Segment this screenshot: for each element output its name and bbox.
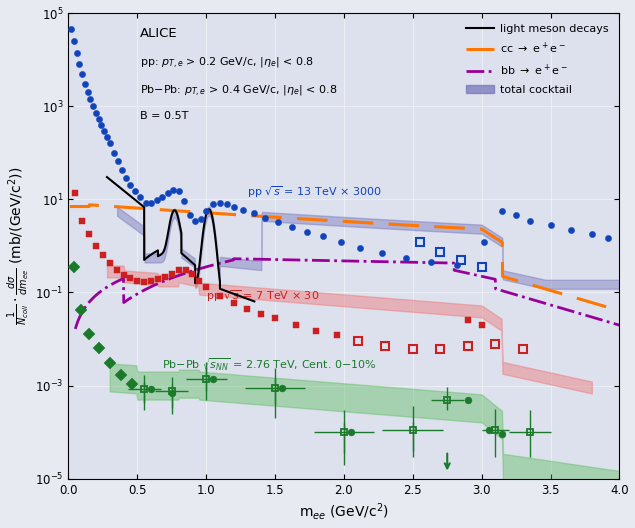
- Text: ALICE: ALICE: [140, 27, 178, 40]
- X-axis label: m$_{ee}$ (GeV/c$^2$): m$_{ee}$ (GeV/c$^2$): [299, 501, 389, 522]
- Text: pp $\sqrt{s}$ = 7 TeV $\times$ 30: pp $\sqrt{s}$ = 7 TeV $\times$ 30: [206, 289, 319, 304]
- Y-axis label: $\frac{1}{N_{coll}} \cdot \frac{d\sigma}{dm_{ee}}$ (mb/(GeV/c$^2$)): $\frac{1}{N_{coll}} \cdot \frac{d\sigma}…: [6, 167, 32, 325]
- Text: pp $\sqrt{s}$ = 13 TeV $\times$ 3000: pp $\sqrt{s}$ = 13 TeV $\times$ 3000: [248, 184, 382, 200]
- Text: Pb$-$Pb $\sqrt{s_{NN}}$ = 2.76 TeV, Cent. 0$-$10%: Pb$-$Pb $\sqrt{s_{NN}}$ = 2.76 TeV, Cent…: [162, 357, 377, 373]
- Legend: light meson decays, cc $\rightarrow$ e$^+$e$^-$, bb $\rightarrow$ e$^+$e$^-$, to: light meson decays, cc $\rightarrow$ e$^…: [461, 18, 614, 100]
- Text: Pb$-$Pb: $p_{T,e}$ > 0.4 GeV/c, $|\eta_e|$ < 0.8: Pb$-$Pb: $p_{T,e}$ > 0.4 GeV/c, $|\eta_e…: [140, 83, 337, 98]
- Text: pp: $p_{T,e}$ > 0.2 GeV/c, $|\eta_e|$ < 0.8: pp: $p_{T,e}$ > 0.2 GeV/c, $|\eta_e|$ < …: [140, 55, 314, 70]
- Text: B = 0.5T: B = 0.5T: [140, 111, 189, 121]
